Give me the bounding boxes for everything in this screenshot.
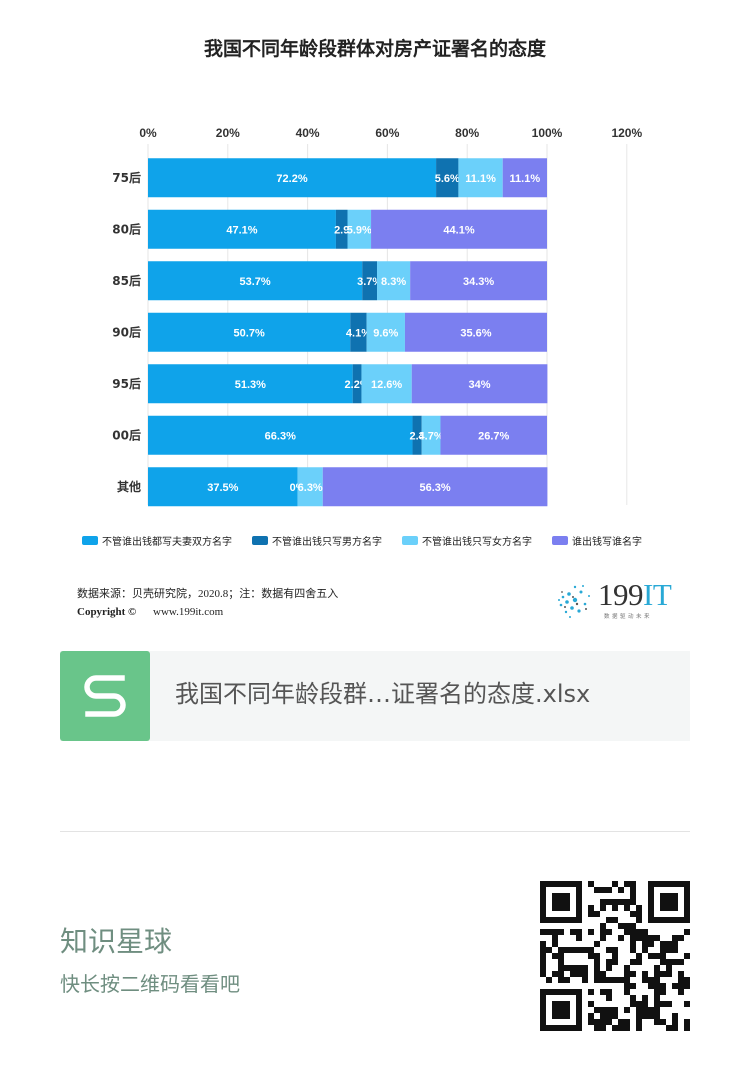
qr-code-icon[interactable] bbox=[540, 881, 690, 1031]
bar-segment bbox=[371, 209, 547, 249]
y-category-label: 其他 bbox=[117, 479, 141, 494]
data-label: 66.3% bbox=[265, 430, 296, 442]
bar-segment bbox=[458, 158, 503, 198]
bar-segment bbox=[322, 467, 548, 507]
bar-segment bbox=[148, 467, 298, 507]
data-label: 34.3% bbox=[463, 276, 494, 288]
data-label: 3.7% bbox=[357, 276, 382, 288]
legend-swatch bbox=[252, 535, 268, 545]
bar-segment bbox=[352, 364, 362, 404]
y-category-label: 90后 bbox=[112, 324, 141, 339]
bar-segment bbox=[436, 158, 459, 198]
data-label: 5.6% bbox=[435, 173, 460, 185]
data-label: 44.1% bbox=[443, 224, 474, 236]
x-tick-label: 120% bbox=[611, 126, 642, 140]
bar-segment bbox=[148, 158, 437, 198]
copyright-label: Copyright © bbox=[77, 606, 137, 618]
199it-logo-icon bbox=[558, 585, 590, 618]
data-label: 9.6% bbox=[373, 327, 398, 339]
divider bbox=[60, 831, 690, 832]
data-label: 12.6% bbox=[371, 379, 402, 391]
bar-segment bbox=[362, 261, 378, 301]
y-category-label: 85后 bbox=[112, 273, 141, 288]
chart-title: 我国不同年龄段群体对房产证署名的态度 bbox=[203, 38, 546, 60]
bar-segment bbox=[297, 467, 323, 507]
spreadsheet-file-icon bbox=[60, 651, 150, 741]
data-label: 5.9% bbox=[347, 224, 372, 236]
site-url: www.199it.com bbox=[153, 606, 224, 618]
data-label: 51.3% bbox=[235, 379, 266, 391]
data-label: 37.5% bbox=[207, 482, 238, 494]
legend-label: 谁出钱写谁名字 bbox=[572, 536, 642, 548]
legend-item: 不管谁出钱都写夫妻双方名字 bbox=[82, 531, 232, 549]
legend-item: 不管谁出钱只写女方名字 bbox=[402, 531, 532, 549]
legend-swatch bbox=[82, 535, 98, 545]
bar-segment bbox=[411, 364, 548, 404]
bar-segment bbox=[502, 158, 547, 198]
chart-legend: 不管谁出钱都写夫妻双方名字 不管谁出钱只写男方名字 不管谁出钱只写女方名字 谁出钱写谁… bbox=[82, 531, 682, 549]
data-label: 2.9 bbox=[334, 224, 349, 236]
logo-slogan: 数据驱动未来 bbox=[604, 614, 653, 620]
data-label: 6.3% bbox=[298, 482, 323, 494]
x-tick-label: 80% bbox=[455, 126, 479, 140]
y-category-label: 95后 bbox=[112, 376, 141, 391]
promo-subtitle: 快长按二维码看看吧 bbox=[60, 972, 240, 996]
bar-segment bbox=[350, 312, 367, 352]
legend-label: 不管谁出钱都写夫妻双方名字 bbox=[102, 536, 232, 548]
bar-segment bbox=[421, 415, 441, 455]
x-tick-label: 20% bbox=[216, 126, 240, 140]
legend-swatch bbox=[402, 535, 418, 545]
bar-segment bbox=[148, 364, 353, 404]
bar-segment bbox=[440, 415, 547, 455]
data-label: 26.7% bbox=[478, 430, 509, 442]
data-label: 34% bbox=[469, 379, 491, 391]
data-label: 2.3 bbox=[409, 430, 424, 442]
data-label: 50.7% bbox=[234, 327, 265, 339]
logo-it: IT bbox=[643, 577, 672, 612]
data-label: 4.1% bbox=[346, 327, 371, 339]
stacked-bar-chart: 0% 20% 40% 60% 80% 100% 120% 75后 72.2% 5.6% 11.1% 1… bbox=[112, 126, 642, 507]
file-attachment-card[interactable] bbox=[60, 651, 690, 741]
bar-segment bbox=[148, 261, 363, 301]
file-name[interactable]: 我国不同年龄段群…证署名的态度.xlsx bbox=[175, 680, 591, 708]
x-tick-label: 60% bbox=[375, 126, 399, 140]
promo-title: 知识星球 bbox=[60, 925, 173, 958]
data-label: 47.1% bbox=[226, 224, 257, 236]
legend-swatch bbox=[552, 535, 568, 545]
legend-label: 不管谁出钱只写男方名字 bbox=[272, 536, 382, 548]
logo-number: 199 bbox=[598, 577, 644, 612]
data-label: 4.7% bbox=[419, 430, 444, 442]
data-source: 数据来源：贝壳研究院，2020.8；注：数据有四舍五入 bbox=[77, 588, 339, 600]
bar-segment bbox=[361, 364, 412, 404]
data-label: 11.1% bbox=[510, 173, 541, 185]
y-category-label: 00后 bbox=[112, 427, 141, 442]
bar-segment bbox=[412, 415, 422, 455]
bar-segment bbox=[148, 415, 413, 455]
bar-segment bbox=[366, 312, 405, 352]
y-category-label: 80后 bbox=[112, 221, 141, 236]
bar-segment bbox=[347, 209, 372, 249]
y-category-label: 75后 bbox=[112, 170, 141, 185]
bar-segment bbox=[377, 261, 411, 301]
data-label: 8.3% bbox=[381, 276, 406, 288]
data-label: 56.3% bbox=[419, 482, 450, 494]
legend-item: 不管谁出钱只写男方名字 bbox=[252, 531, 382, 549]
legend-label: 不管谁出钱只写女方名字 bbox=[422, 536, 532, 548]
data-label: 11.1% bbox=[465, 173, 496, 185]
x-tick-label: 40% bbox=[296, 126, 320, 140]
x-tick-label: 0% bbox=[139, 126, 157, 140]
bar-segment bbox=[335, 209, 348, 249]
199it-logo-text: 199IT bbox=[598, 577, 672, 613]
bar-segment bbox=[148, 312, 351, 352]
data-label: 35.6% bbox=[460, 327, 491, 339]
s-letter-icon bbox=[84, 675, 126, 717]
x-tick-label: 100% bbox=[532, 126, 563, 140]
bar-segment bbox=[410, 261, 547, 301]
copyright: Copyright © www.199it.com bbox=[77, 606, 223, 618]
legend-item: 谁出钱写谁名字 bbox=[552, 531, 642, 549]
bar-segment bbox=[404, 312, 547, 352]
data-label: 53.7% bbox=[240, 276, 271, 288]
data-label: 72.2% bbox=[276, 173, 307, 185]
bar-segment bbox=[148, 209, 336, 249]
